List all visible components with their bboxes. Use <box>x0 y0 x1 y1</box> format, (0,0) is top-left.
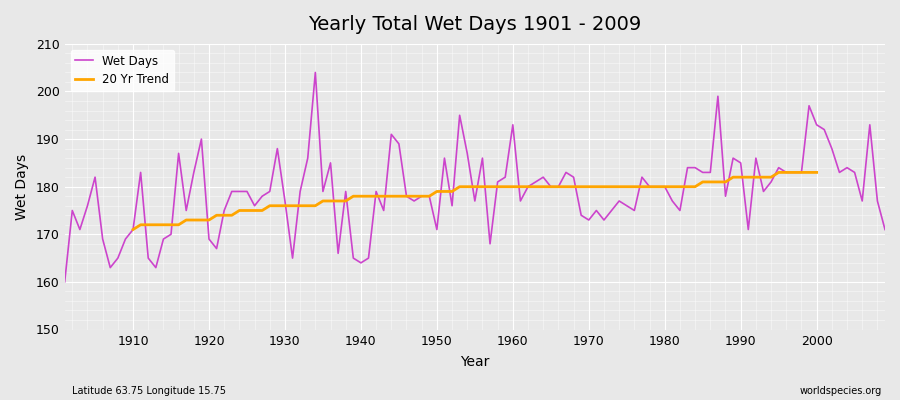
20 Yr Trend <box>287 203 298 208</box>
20 Yr Trend <box>796 170 806 175</box>
Y-axis label: Wet Days: Wet Days <box>15 154 29 220</box>
Wet Days <box>310 70 320 75</box>
Text: Latitude 63.75 Longitude 15.75: Latitude 63.75 Longitude 15.75 <box>72 386 226 396</box>
20 Yr Trend <box>705 180 716 184</box>
Legend: Wet Days, 20 Yr Trend: Wet Days, 20 Yr Trend <box>70 50 175 91</box>
20 Yr Trend <box>128 227 139 232</box>
Wet Days <box>607 208 617 213</box>
20 Yr Trend <box>302 203 313 208</box>
Title: Yearly Total Wet Days 1901 - 2009: Yearly Total Wet Days 1901 - 2009 <box>308 15 642 34</box>
Wet Days <box>515 198 526 203</box>
20 Yr Trend <box>811 170 822 175</box>
Wet Days <box>287 256 298 260</box>
20 Yr Trend <box>212 213 222 218</box>
Wet Days <box>59 280 70 284</box>
Text: worldspecies.org: worldspecies.org <box>800 386 882 396</box>
20 Yr Trend <box>804 170 814 175</box>
Line: Wet Days: Wet Days <box>65 72 885 282</box>
Wet Days <box>120 237 130 242</box>
Line: 20 Yr Trend: 20 Yr Trend <box>133 172 816 230</box>
Wet Days <box>340 189 351 194</box>
Wet Days <box>508 122 518 127</box>
20 Yr Trend <box>773 170 784 175</box>
Wet Days <box>879 227 890 232</box>
X-axis label: Year: Year <box>460 355 490 369</box>
